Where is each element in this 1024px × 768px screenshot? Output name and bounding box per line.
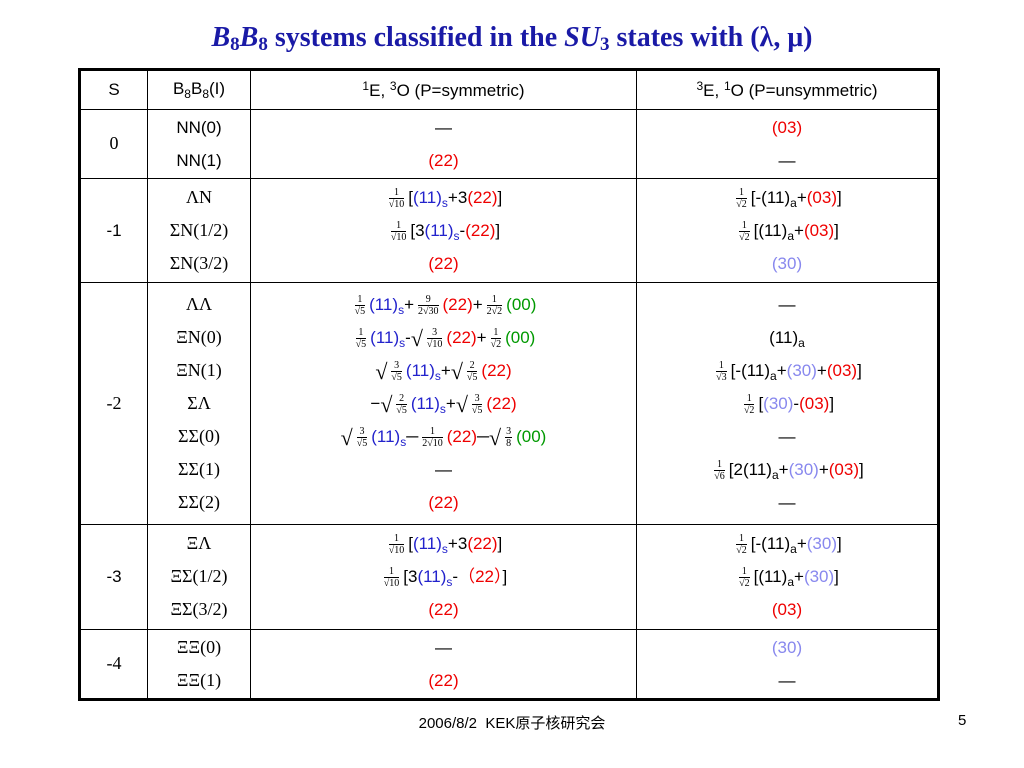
fraction: 1 √10 <box>388 187 405 211</box>
fraction: 3 √5 <box>356 426 368 450</box>
fraction: 9 2√30 <box>418 294 439 318</box>
page-number: 5 <box>958 712 967 729</box>
fraction: 1 2√10 <box>422 426 443 450</box>
fraction: 1 √6 <box>714 459 725 483</box>
header-row: S B8B8(I) 1E, 3O (P=symmetric) 3E, 1O (P… <box>79 68 939 111</box>
unsymmetric-cell: 1 √2 [-(11)a+(30)] 1 √2 [(11)a+(30)] (03) <box>636 523 939 630</box>
fraction: 1 √10 <box>388 533 405 557</box>
fraction: 1 √5 <box>355 327 367 351</box>
baryon-pair-cell: ΞΞ(0) ΞΞ(1) <box>147 628 251 701</box>
header-s: S <box>79 68 148 111</box>
header-symmetric: 1E, 3O (P=symmetric) <box>250 68 637 111</box>
strangeness-cell: -1 <box>79 177 148 284</box>
footer: 2006/8/2 KEK原子核研究会 <box>418 715 606 732</box>
fraction: 1 2√2 <box>486 294 503 318</box>
table-row: -2 ΛΛ ΞN(0) ΞN(1) ΣΛ ΣΣ(0) ΣΣ(1) ΣΣ(2) 1… <box>79 282 939 525</box>
unsymmetric-cell: (03) — <box>636 109 939 179</box>
fraction: 3 √10 <box>426 327 443 351</box>
unsymmetric-cell: — (11)a 1 √3 [-(11)a+(30)+(03)] 1 √2 [(30)-(… <box>636 282 939 525</box>
unsymmetric-cell: (30) — <box>636 628 939 701</box>
fraction: 1 √5 <box>354 294 366 318</box>
baryon-pair-cell: ΛN ΣN(1/2) ΣN(3/2) <box>147 177 251 284</box>
fraction: 2 √5 <box>466 360 478 384</box>
fraction: 1 √2 <box>743 393 755 417</box>
slide-title: B8B8 systems classified in the SU3 state… <box>211 22 813 55</box>
fraction: 1 √2 <box>739 220 750 244</box>
symmetric-cell: 1 √10 [(11)s+3(22)] 1 √10 [3(11)s-（22）] (22) <box>250 523 637 630</box>
fraction: 2 √5 <box>396 393 407 417</box>
table-row: -3 ΞΛ ΞΣ(1/2) ΞΣ(3/2) 1 √10 [(11)s+3(22)] … <box>79 523 939 630</box>
fraction: 1 √2 <box>736 533 747 557</box>
symmetric-cell: — (22) <box>250 109 637 179</box>
table-row: 0 NN(0) NN(1) — (22) (03) — <box>79 109 939 179</box>
symmetric-cell: 1 √5 (11)s+ 9 2√30 (22)+ 1 2√2 (00) 1 √5 (11)s-√ 3 √… <box>250 282 637 525</box>
symmetric-cell: — (22) <box>250 628 637 701</box>
fraction: 1 √2 <box>490 327 502 351</box>
table-row: -1 ΛN ΣN(1/2) ΣN(3/2) 1 √10 [(11)s+3(22)] … <box>79 177 939 284</box>
baryon-pair-cell: NN(0) NN(1) <box>147 109 251 179</box>
baryon-pair-cell: ΛΛ ΞN(0) ΞN(1) ΣΛ ΣΣ(0) ΣΣ(1) ΣΣ(2) <box>147 282 251 525</box>
fraction: 1 √10 <box>383 566 400 590</box>
strangeness-cell: -4 <box>79 628 148 701</box>
classification-table: S B8B8(I) 1E, 3O (P=symmetric) 3E, 1O (P… <box>78 68 940 701</box>
header-bb: B8B8(I) <box>147 68 251 111</box>
strangeness-cell: -3 <box>79 523 148 630</box>
fraction: 1 √2 <box>739 566 750 590</box>
table-row: -4 ΞΞ(0) ΞΞ(1) — (22) (30) — <box>79 628 939 701</box>
fraction: 1 √2 <box>736 187 747 211</box>
strangeness-cell: 0 <box>79 109 148 179</box>
unsymmetric-cell: 1 √2 [-(11)a+(03)] 1 √2 [(11)a+(03)] (30) <box>636 177 939 284</box>
fraction: 3 √5 <box>391 360 402 384</box>
fraction: 3 √5 <box>471 393 483 417</box>
baryon-pair-cell: ΞΛ ΞΣ(1/2) ΞΣ(3/2) <box>147 523 251 630</box>
header-unsymmetric: 3E, 1O (P=unsymmetric) <box>636 68 939 111</box>
strangeness-cell: -2 <box>79 282 148 525</box>
fraction: 1 √3 <box>716 360 727 384</box>
fraction: 1 √10 <box>390 220 407 244</box>
symmetric-cell: 1 √10 [(11)s+3(22)] 1 √10 [3(11)s-(22)] (22) <box>250 177 637 284</box>
